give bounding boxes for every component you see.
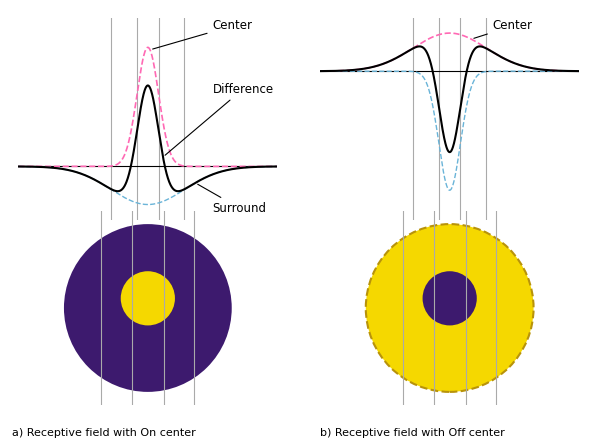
Text: a) Receptive field with On center: a) Receptive field with On center bbox=[12, 428, 196, 438]
Text: b) Receptive field with Off center: b) Receptive field with Off center bbox=[320, 428, 505, 438]
Circle shape bbox=[423, 271, 477, 326]
Circle shape bbox=[366, 224, 533, 392]
Text: Difference: Difference bbox=[165, 83, 274, 155]
Circle shape bbox=[64, 224, 232, 392]
Text: Center: Center bbox=[153, 19, 253, 49]
Text: Surround: Surround bbox=[198, 184, 267, 215]
Circle shape bbox=[121, 271, 175, 326]
Text: Center: Center bbox=[474, 19, 533, 38]
